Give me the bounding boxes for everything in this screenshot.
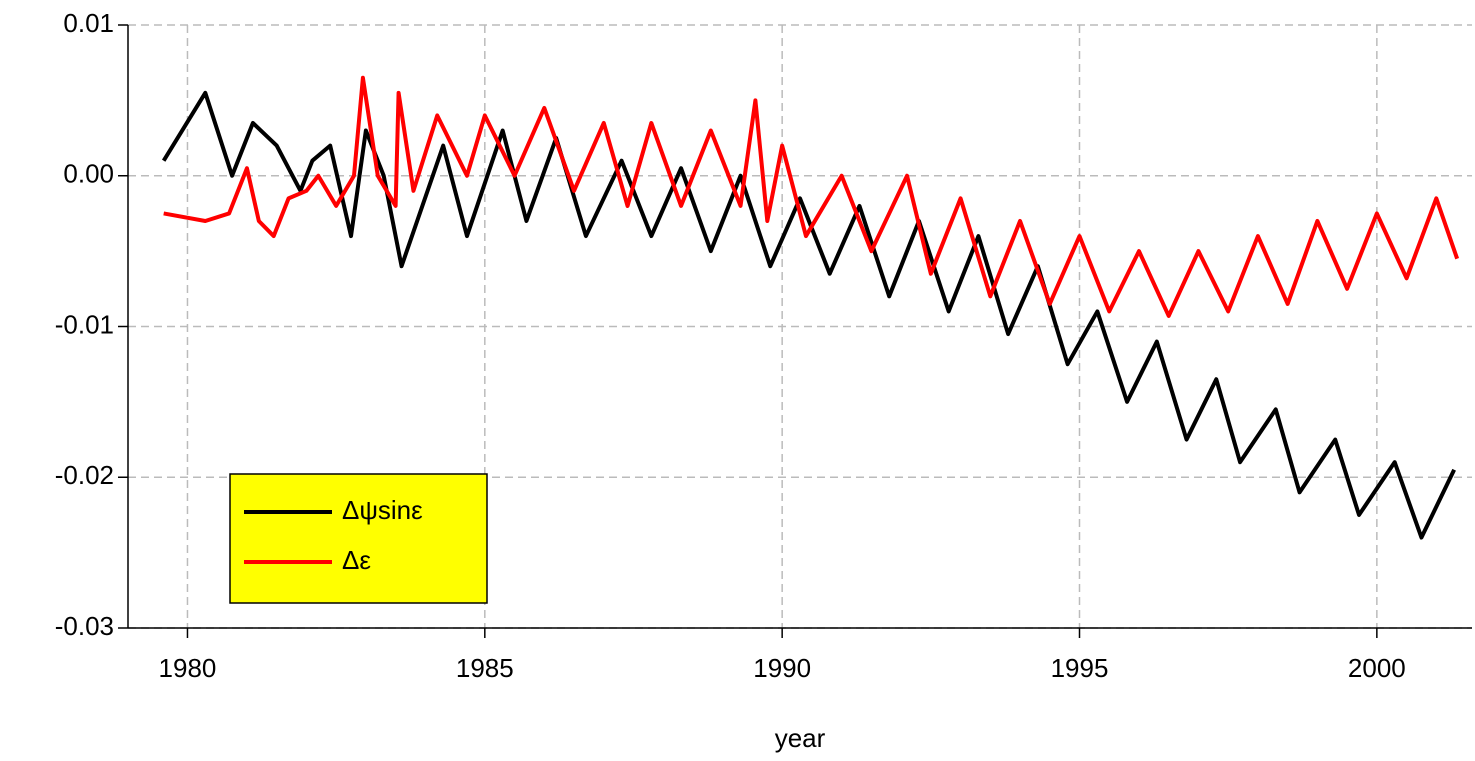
y-tick-label: 0.01	[63, 8, 114, 38]
x-tick-label: 2000	[1348, 653, 1406, 683]
x-tick-label: 1980	[159, 653, 217, 683]
legend-label: Δψsinε	[342, 495, 423, 525]
y-tick-label: 0.00	[63, 159, 114, 189]
series-line	[163, 75, 1460, 318]
y-tick-label: -0.03	[55, 611, 114, 641]
x-axis-label: year	[775, 723, 826, 753]
x-tick-label: 1985	[456, 653, 514, 683]
x-tick-label: 1990	[753, 653, 811, 683]
series-line	[161, 90, 1456, 540]
y-tick-label: -0.02	[55, 460, 114, 490]
legend-label: Δε	[342, 545, 371, 575]
y-tick-label: -0.01	[55, 309, 114, 339]
legend-box	[229, 473, 488, 604]
x-tick-label: 1995	[1051, 653, 1109, 683]
